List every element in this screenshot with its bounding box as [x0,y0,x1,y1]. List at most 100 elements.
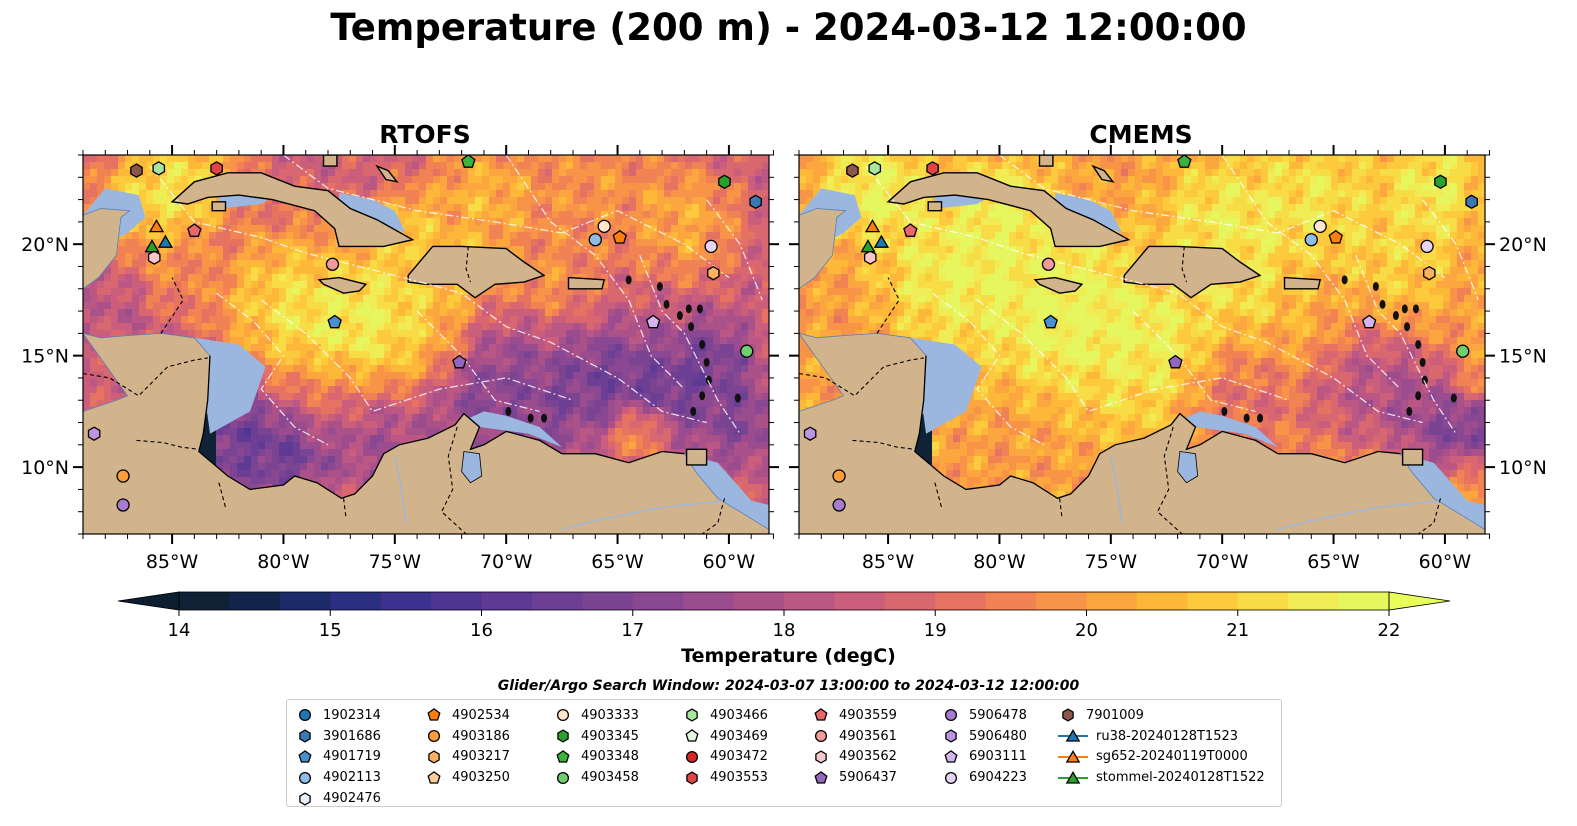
eez-boundary [706,199,763,301]
marker-4903348 [461,155,476,168]
marker-5906480 [87,426,101,441]
eez-boundary [1221,155,1401,390]
map-frame [82,154,770,535]
colorbar-segment [229,592,281,610]
figure-title: Temperature (200 m) - 2024-03-12 12:00:0… [330,6,1247,49]
land-bahamas2 [375,164,399,183]
legend-column: 4903466 4903469 4903472 4903553 [682,705,768,788]
legend-marker-hexagon-icon [945,729,957,743]
legend-label: 4903345 [581,728,639,744]
colorbar-tick-label: 18 [773,620,796,641]
island [625,275,632,285]
legend-symbol [685,750,699,764]
legend-label: 3901686 [323,728,381,744]
legend-symbol [686,708,698,723]
legend-label: sg652-20240119T0000 [1096,749,1248,765]
country-border [934,482,943,508]
river [1277,499,1445,531]
legend-marker-hexagon-icon [557,729,569,743]
eez-boundary [639,255,741,435]
colorbar-segment [1086,592,1138,610]
legend-label: 4901719 [323,749,381,765]
colorbar-segment [1237,592,1289,610]
lat-tick-label: 15°N [1499,346,1547,368]
legend-marker-pentagon-icon [814,708,828,722]
land-isleYouth [927,201,943,212]
legend-symbol [1062,708,1074,723]
marker-4903345 [718,174,731,190]
eez-boundary [216,292,329,446]
colorbar-tick-label: 16 [470,620,493,641]
lat-tick-label: 20°N [21,234,69,256]
legend-item: 6903111 [941,747,1027,768]
lon-tick-label: 75°W [369,551,422,573]
lon-tick-label: 85°W [146,551,199,573]
map-panel-rtofs: 85°W 80°W 75°W 70°W 65°W 60°W 20°N 15°N 10°N [21,145,779,573]
country-border [440,426,467,534]
lon-tick-label: 65°W [591,551,644,573]
marker-4903466 [152,161,166,176]
legend-symbol [428,750,440,764]
country-border [343,498,347,517]
colorbar-segment [531,592,583,610]
marker-stommel-20240128T1522 [144,239,160,253]
legend-marker-pentagon-icon [427,770,441,784]
marker-5906478 [116,498,130,512]
legend-symbol [556,771,570,784]
colorbar-segment [1338,592,1390,610]
legend-item: sg652-20240119T0000 [1058,747,1265,768]
country-border [160,277,184,334]
marker-4903333 [597,219,611,233]
shelf-area [1400,453,1485,530]
land-puertorico [1283,276,1322,290]
lat-tick-label: 20°N [1499,234,1547,256]
island [527,413,534,423]
island [656,282,663,292]
country-border [799,357,924,397]
legend-label: 4903333 [581,707,639,723]
legend-item: ru38-20240128T1523 [1058,726,1265,747]
marker-4903561 [325,257,340,271]
marker-5906437 [452,354,467,369]
lat-tick-label: 15°N [21,346,69,368]
legend-column: 4903333 4903345 4903348 4903458 [553,705,639,788]
legend-symbol [944,750,958,763]
marker-4903217 [1423,265,1436,281]
legend-item: 4903250 [424,767,510,788]
island [541,413,548,423]
colorbar-segment [683,592,734,610]
legend-label: 5906478 [969,707,1027,723]
colorbar-segment [1288,592,1339,610]
legend-item: 7901009 [1058,705,1265,726]
legend-symbol [814,708,828,722]
island [1421,375,1428,385]
legend-marker-circle-icon [298,709,312,722]
marker-4902113 [1304,233,1318,247]
country-border [136,439,199,450]
legend-label: 4903466 [710,707,768,723]
lon-tick-label: 75°W [1085,551,1138,573]
marker-4903553 [210,161,223,176]
legend-marker-hexagon-icon [686,708,698,723]
legend-label: 6904223 [969,770,1027,786]
island [734,393,741,403]
land-trinidad [685,448,708,466]
map-frame [798,154,1486,535]
colorbar-segment [330,592,382,610]
shelf-area [1171,411,1278,448]
legend-item: 6904223 [941,767,1027,788]
legend-column: 1902314 3901686 4901719 4902113 4902476 [295,705,381,809]
island [699,391,706,401]
colorbar-segment [784,592,835,610]
shelf-area [194,337,266,434]
marker-6904223 [1420,239,1434,254]
river [1110,455,1123,523]
land-yucatan [83,155,131,290]
legend-marker-hexagon-icon [815,750,827,764]
legend-label: 4903559 [839,707,897,723]
legend-symbol [814,730,828,743]
legend-item: 4903559 [811,705,897,726]
legend-symbol [1065,770,1081,784]
panel-title-cmems: CMEMS [1089,120,1193,149]
